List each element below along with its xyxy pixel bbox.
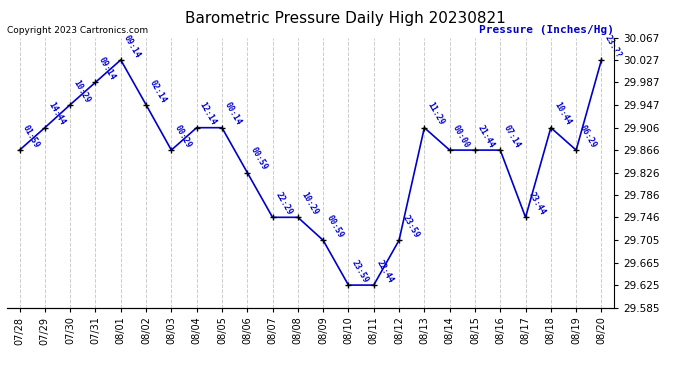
Text: 00:14: 00:14 — [224, 101, 244, 127]
Text: 00:59: 00:59 — [248, 146, 269, 172]
Text: 23:??: 23:?? — [603, 33, 623, 59]
Text: 14:44: 14:44 — [46, 101, 66, 127]
Text: 23:59: 23:59 — [400, 214, 421, 240]
Text: 07:14: 07:14 — [502, 123, 522, 150]
Text: 09:14: 09:14 — [122, 33, 142, 59]
Text: 10:44: 10:44 — [552, 101, 573, 127]
Text: 12:14: 12:14 — [198, 101, 218, 127]
Text: 22:29: 22:29 — [274, 190, 294, 217]
Text: 01:59: 01:59 — [21, 123, 41, 150]
Text: 10:29: 10:29 — [299, 190, 319, 217]
Text: 11:29: 11:29 — [426, 101, 446, 127]
Text: 23:44: 23:44 — [527, 190, 547, 217]
Text: 00:59: 00:59 — [324, 214, 345, 240]
Text: 00:00: 00:00 — [451, 123, 471, 150]
Text: Barometric Pressure Daily High 20230821: Barometric Pressure Daily High 20230821 — [185, 11, 505, 26]
Text: 23:59: 23:59 — [350, 258, 370, 285]
Text: Pressure (Inches/Hg): Pressure (Inches/Hg) — [479, 25, 614, 35]
Text: Copyright 2023 Cartronics.com: Copyright 2023 Cartronics.com — [7, 26, 148, 35]
Text: 10:29: 10:29 — [72, 78, 92, 104]
Text: 00:29: 00:29 — [172, 123, 193, 150]
Text: 21:44: 21:44 — [476, 123, 497, 150]
Text: 22:44: 22:44 — [375, 258, 395, 285]
Text: 06:29: 06:29 — [578, 123, 598, 150]
Text: 02:14: 02:14 — [148, 78, 168, 104]
Text: 09:14: 09:14 — [97, 56, 117, 82]
